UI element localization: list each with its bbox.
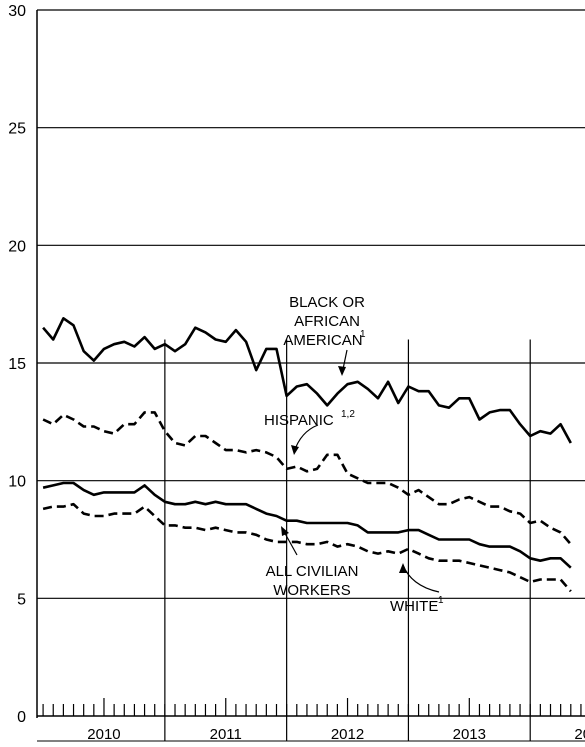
- annotation-black-line3: AMERICAN: [283, 332, 362, 349]
- annotation-hispanic-sup: 1,2: [341, 409, 355, 420]
- annotation-hispanic: HISPANIC 1,2: [264, 409, 355, 429]
- year-dividers: [164, 339, 531, 741]
- annotation-black-line2: AFRICAN: [294, 313, 360, 330]
- annotation-hispanic-label: HISPANIC: [264, 412, 334, 429]
- x-tick-label: 2012: [331, 726, 364, 743]
- annotation-all-line2: WORKERS: [273, 582, 351, 599]
- series-line-all: [42, 481, 572, 569]
- grid-lines: [37, 9, 585, 599]
- y-tick-label: 0: [17, 709, 26, 726]
- y-tick-label: 5: [17, 591, 26, 608]
- x-tick-label: 2010: [87, 726, 120, 743]
- series-line-black: [42, 316, 572, 444]
- annotation-black: BLACK OR AFRICAN AMERICAN 1: [283, 294, 366, 349]
- y-tick-label: 10: [8, 474, 26, 491]
- x-axis-ticks: 2010 2011 2012 2013 2014: [42, 698, 585, 743]
- y-tick-label: 25: [8, 121, 26, 138]
- x-tick-label: 2014: [574, 726, 585, 743]
- annotation-all-line1: ALL CIVILIAN: [266, 563, 359, 580]
- series-line-hispanic: [42, 411, 572, 546]
- black-arrowhead: [338, 366, 346, 376]
- hispanic-arrowhead: [291, 445, 299, 455]
- annotation-white-label: WHITE: [390, 598, 438, 615]
- series-lines: [42, 316, 572, 593]
- annotation-white: WHITE 1: [390, 595, 444, 615]
- annotation-black-line1: BLACK OR: [289, 294, 365, 311]
- x-tick-label: 2011: [210, 726, 242, 743]
- annotation-black-sup: 1: [360, 329, 366, 340]
- annotation-white-sup: 1: [438, 595, 444, 606]
- annotation-arrowheads: [281, 366, 407, 573]
- white-arrowhead: [399, 563, 407, 573]
- annotation-all-workers: ALL CIVILIAN WORKERS: [266, 563, 359, 599]
- x-tick-label: 2013: [453, 726, 486, 743]
- all-workers-arrowhead: [281, 526, 289, 536]
- series-line-white: [42, 502, 572, 593]
- y-tick-labels: 0 5 10 15 20 25 30: [8, 3, 26, 726]
- y-tick-label: 15: [8, 356, 26, 373]
- y-tick-label: 30: [8, 3, 26, 20]
- y-tick-label: 20: [8, 238, 26, 255]
